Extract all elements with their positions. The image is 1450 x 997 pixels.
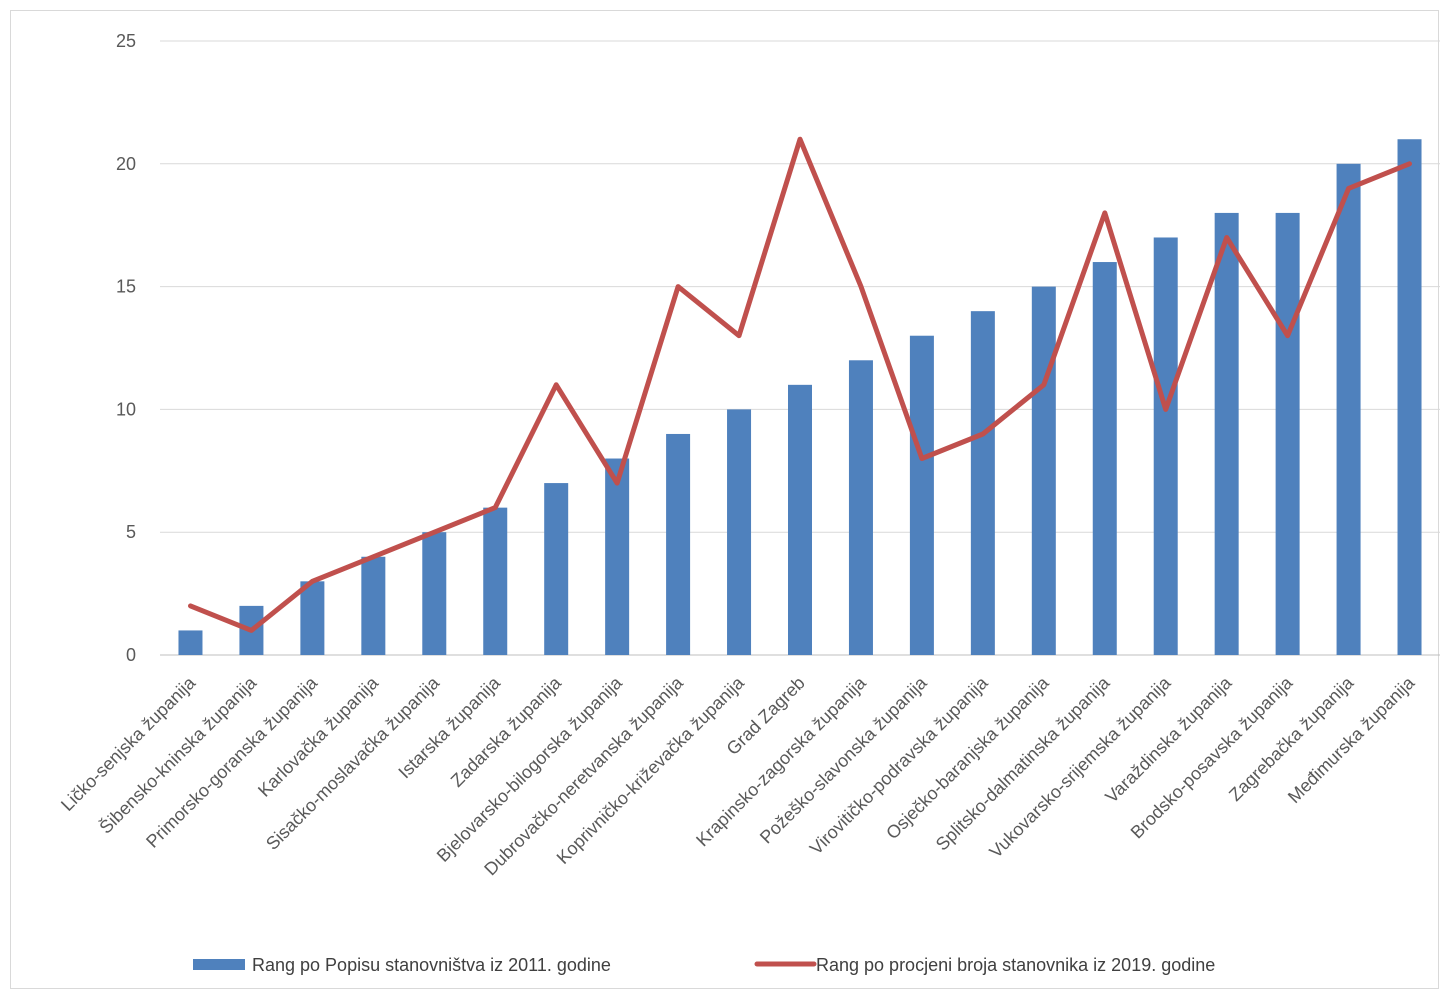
legend: Rang po Popisu stanovništva iz 2011. god… [193,955,1215,975]
bar [300,581,325,655]
x-tick-label: Istarska županija [394,672,504,782]
y-tick-label: 15 [116,277,136,297]
bar [848,360,873,655]
y-tick-label: 5 [126,522,136,542]
y-axis-ticks: 0 5 10 15 20 25 [116,31,136,665]
bar [909,335,934,655]
chart-frame [10,10,1439,989]
y-tick-label: 10 [116,399,136,419]
bar [178,630,203,655]
bar [970,311,995,655]
bar [422,532,447,655]
legend-label-line: Rang po procjeni broja stanovnika iz 201… [816,955,1215,975]
bar [1031,286,1056,655]
x-tick-label: Zadarska županija [447,672,566,791]
legend-label-bars: Rang po Popisu stanovništva iz 2011. god… [252,955,611,975]
y-tick-label: 0 [126,645,136,665]
bar [544,483,569,655]
bar [1092,262,1117,655]
bar [1275,212,1300,656]
bar [605,458,630,655]
legend-swatch-bars [193,959,245,970]
line-series [188,136,1412,633]
bar [1336,163,1361,656]
x-tick-label: Karlovačka županija [254,672,383,801]
bar-series [178,139,1422,656]
bar [727,409,752,655]
bar [483,507,508,655]
series-line [188,136,1412,633]
bar [666,433,691,655]
bar [1153,237,1178,656]
bar [788,384,812,655]
bar [1397,139,1422,656]
y-tick-label: 20 [116,154,136,174]
y-tick-label: 25 [116,31,136,51]
bar [1214,212,1239,656]
bar [361,556,386,655]
